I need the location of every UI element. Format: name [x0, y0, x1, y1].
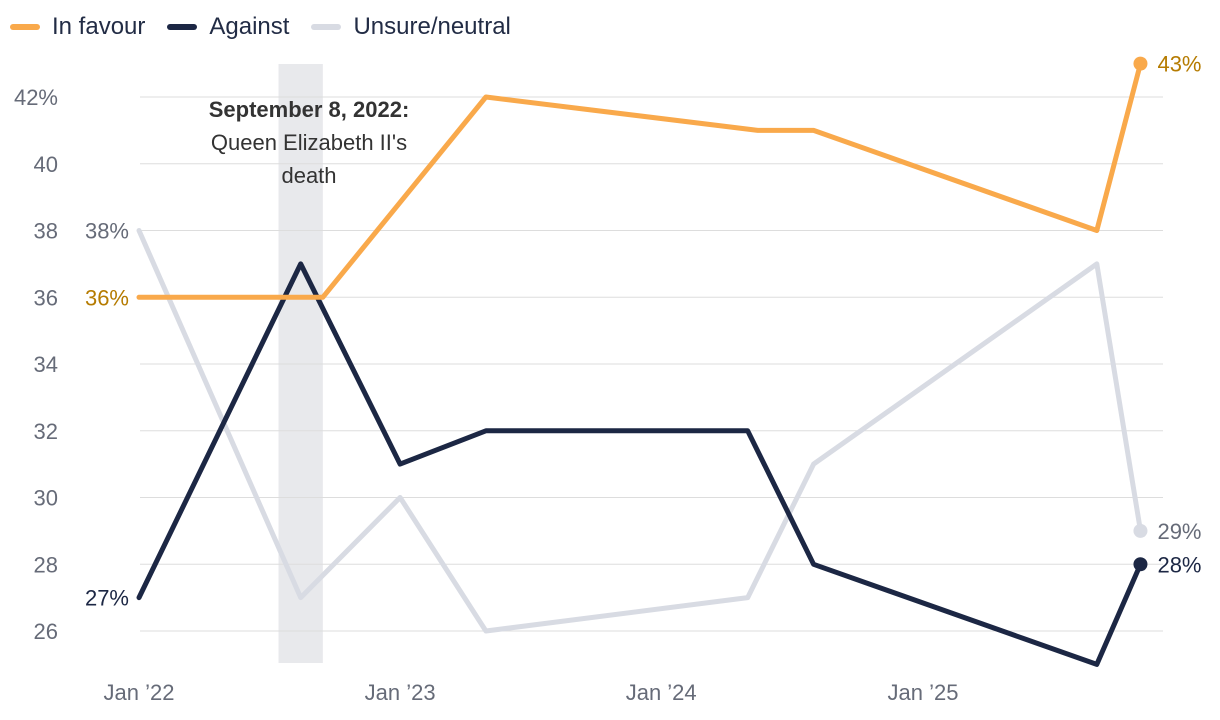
- y-tick-label-1: 40: [34, 152, 58, 177]
- annotation-date: September 8, 2022:: [209, 97, 410, 122]
- legend-item-unsure: Unsure/neutral: [311, 13, 511, 41]
- x-tick-label-3: Jan ’25: [888, 680, 959, 705]
- start-label-against: 27%: [85, 586, 129, 611]
- annotation-event-line2: death: [281, 163, 336, 188]
- start-label-in-favour: 36%: [85, 285, 129, 310]
- y-tick-label-2: 38: [34, 219, 58, 244]
- y-tick-label-8: 26: [34, 619, 58, 644]
- x-tick-label-0: Jan ’22: [104, 680, 175, 705]
- y-tick-label-4: 34: [34, 352, 58, 377]
- end-marker-in-favour: [1133, 56, 1148, 71]
- end-label-in-favour: 43%: [1157, 52, 1201, 77]
- legend-label-in-favour: In favour: [52, 13, 146, 40]
- end-label-unsure: 29%: [1157, 519, 1201, 544]
- y-tick-label-0: 42%: [14, 85, 58, 110]
- legend-label-unsure: Unsure/neutral: [353, 13, 511, 40]
- y-tick-label-5: 32: [34, 419, 58, 444]
- y-tick-label-3: 36: [34, 285, 58, 310]
- end-marker-unsure: [1133, 523, 1148, 538]
- legend-swatch-unsure: [311, 24, 342, 30]
- y-tick-label-6: 30: [34, 486, 58, 511]
- series-line-unsure: [136, 228, 1143, 634]
- y-tick-label-7: 28: [34, 552, 58, 577]
- legend-item-in-favour: In favour: [10, 13, 145, 41]
- end-marker-against: [1133, 557, 1148, 572]
- legend-item-against: Against: [167, 13, 289, 41]
- legend-swatch-in-favour: [10, 24, 40, 30]
- x-tick-label-1: Jan ’23: [365, 680, 436, 705]
- end-label-against: 28%: [1157, 552, 1201, 577]
- x-tick-label-2: Jan ’24: [626, 680, 697, 705]
- start-label-unsure: 38%: [85, 219, 129, 244]
- legend-swatch-against: [167, 24, 198, 30]
- annotation-event-line1: Queen Elizabeth II's: [211, 130, 407, 155]
- legend-label-against: Against: [209, 13, 290, 40]
- legend: In favour Against Unsure/neutral: [10, 12, 511, 42]
